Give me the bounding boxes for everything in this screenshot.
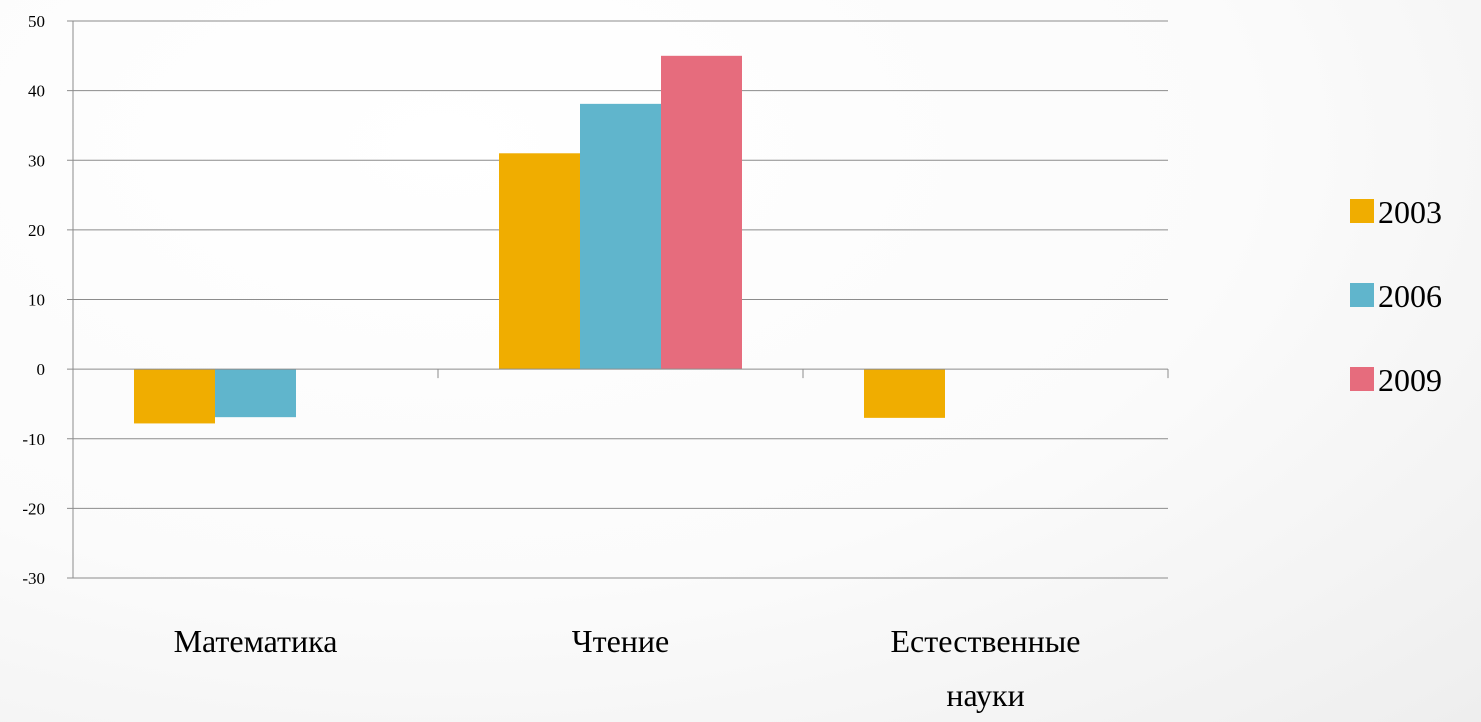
bar-2003-2 <box>864 369 945 418</box>
y-tick-label: 50 <box>28 12 45 31</box>
category-label-line: Математика <box>174 623 338 659</box>
y-tick-label: 20 <box>28 221 45 240</box>
y-tick-label: 10 <box>28 291 45 310</box>
category-label: Математика <box>174 623 338 659</box>
bar-2009-1 <box>661 55 742 370</box>
y-tick-label: -30 <box>22 569 45 588</box>
y-tick-label: 30 <box>28 151 45 170</box>
category-label: Естественные науки <box>891 623 1081 713</box>
y-tick-label: -20 <box>22 499 45 518</box>
legend-swatch-2003 <box>1350 199 1374 223</box>
legend-label-2009: 2009 <box>1378 362 1442 398</box>
category-label: Чтение <box>572 623 669 659</box>
category-label-line: науки <box>946 677 1024 713</box>
legend-swatch-2009 <box>1350 367 1374 391</box>
bar-2003-1 <box>499 153 580 370</box>
category-labels: Математика Чтение Естественные науки <box>174 623 1081 713</box>
category-label-line: Чтение <box>572 623 669 659</box>
legend-swatch-2006 <box>1350 283 1374 307</box>
bars <box>134 55 945 424</box>
y-tick-label: 0 <box>37 360 46 379</box>
bar-2006-1 <box>580 103 661 370</box>
y-tick-label: 40 <box>28 82 45 101</box>
bar-2003-0 <box>134 369 215 424</box>
axes <box>67 21 1169 578</box>
legend: 2003 2006 2009 <box>1350 194 1442 398</box>
bar-2006-0 <box>215 369 296 418</box>
category-label-line: Естественные <box>891 623 1081 659</box>
legend-label-2006: 2006 <box>1378 278 1442 314</box>
y-axis-tick-labels: 50 40 30 20 10 0 -10 -20 -30 <box>22 12 45 588</box>
legend-label-2003: 2003 <box>1378 194 1442 230</box>
y-tick-label: -10 <box>22 430 45 449</box>
